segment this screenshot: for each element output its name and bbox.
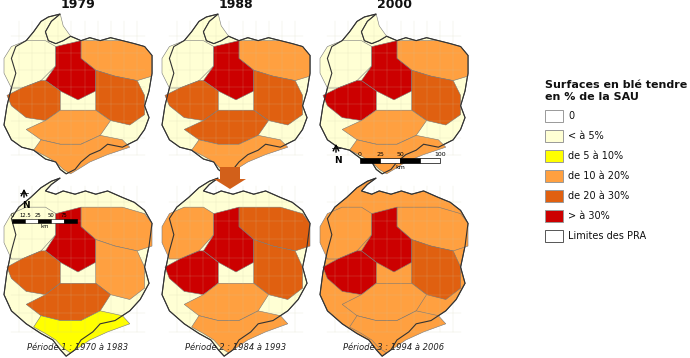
Bar bbox=[545, 110, 563, 122]
Bar bbox=[400, 158, 420, 163]
Bar bbox=[545, 170, 563, 182]
Polygon shape bbox=[362, 41, 412, 100]
Text: 0: 0 bbox=[568, 111, 574, 121]
Polygon shape bbox=[239, 207, 310, 251]
Bar bbox=[64, 219, 77, 223]
Bar bbox=[545, 150, 563, 162]
Polygon shape bbox=[342, 283, 426, 320]
Text: > à 30%: > à 30% bbox=[568, 211, 610, 221]
Polygon shape bbox=[162, 178, 310, 356]
Text: 75: 75 bbox=[61, 213, 68, 218]
Polygon shape bbox=[4, 41, 56, 88]
Text: de 10 à 20%: de 10 à 20% bbox=[568, 171, 629, 181]
Text: 25: 25 bbox=[376, 152, 384, 157]
Bar bbox=[545, 190, 563, 202]
Text: 0: 0 bbox=[10, 213, 14, 218]
Polygon shape bbox=[4, 14, 152, 174]
Polygon shape bbox=[4, 207, 56, 259]
Text: Période 1 : 1970 à 1983: Période 1 : 1970 à 1983 bbox=[28, 343, 128, 352]
Polygon shape bbox=[184, 110, 268, 144]
Polygon shape bbox=[165, 251, 218, 295]
Bar bbox=[420, 158, 440, 163]
Bar bbox=[360, 158, 380, 163]
Polygon shape bbox=[96, 70, 145, 125]
Text: 0: 0 bbox=[358, 152, 362, 157]
Polygon shape bbox=[323, 251, 376, 295]
Polygon shape bbox=[397, 207, 468, 251]
Text: 2000: 2000 bbox=[377, 0, 411, 11]
FancyArrow shape bbox=[214, 167, 246, 189]
Text: km: km bbox=[395, 165, 405, 170]
Polygon shape bbox=[46, 41, 96, 100]
Text: 50: 50 bbox=[48, 213, 55, 218]
Polygon shape bbox=[254, 70, 303, 125]
Polygon shape bbox=[204, 41, 254, 100]
Polygon shape bbox=[26, 283, 110, 320]
Bar bbox=[380, 158, 400, 163]
Text: Surfaces en blé tendre: Surfaces en blé tendre bbox=[545, 80, 687, 90]
Polygon shape bbox=[320, 207, 372, 259]
Polygon shape bbox=[46, 207, 96, 272]
Text: Période 3 : 1994 à 2006: Période 3 : 1994 à 2006 bbox=[344, 343, 444, 352]
Text: 12.5: 12.5 bbox=[19, 213, 31, 218]
Bar bbox=[545, 230, 563, 242]
Polygon shape bbox=[192, 311, 288, 353]
Text: < à 5%: < à 5% bbox=[568, 131, 604, 141]
Polygon shape bbox=[412, 70, 461, 125]
Polygon shape bbox=[350, 135, 446, 174]
Polygon shape bbox=[96, 240, 145, 300]
Polygon shape bbox=[81, 207, 152, 251]
Text: 100: 100 bbox=[434, 152, 446, 157]
Polygon shape bbox=[46, 14, 70, 44]
Polygon shape bbox=[350, 311, 446, 353]
Polygon shape bbox=[165, 81, 218, 121]
Bar bbox=[545, 210, 563, 222]
Text: 50: 50 bbox=[396, 152, 404, 157]
Polygon shape bbox=[162, 41, 214, 88]
Bar bbox=[12, 219, 25, 223]
Polygon shape bbox=[320, 41, 372, 88]
Polygon shape bbox=[239, 41, 310, 81]
Polygon shape bbox=[34, 135, 130, 174]
Polygon shape bbox=[7, 81, 60, 121]
Bar bbox=[38, 219, 51, 223]
Polygon shape bbox=[184, 283, 268, 320]
Polygon shape bbox=[320, 14, 468, 174]
Polygon shape bbox=[204, 14, 228, 44]
Text: Période 2 : 1984 à 1993: Période 2 : 1984 à 1993 bbox=[186, 343, 286, 352]
Polygon shape bbox=[204, 207, 254, 272]
Polygon shape bbox=[192, 135, 288, 174]
Text: 25: 25 bbox=[34, 213, 41, 218]
Text: en % de la SAU: en % de la SAU bbox=[545, 92, 639, 102]
Text: km: km bbox=[40, 224, 49, 229]
Polygon shape bbox=[81, 41, 152, 81]
Text: Limites des PRA: Limites des PRA bbox=[568, 231, 646, 241]
Text: de 20 à 30%: de 20 à 30% bbox=[568, 191, 629, 201]
Bar bbox=[545, 130, 563, 142]
Text: 1979: 1979 bbox=[61, 0, 95, 11]
Polygon shape bbox=[397, 41, 468, 81]
Polygon shape bbox=[4, 178, 152, 356]
Polygon shape bbox=[320, 178, 468, 356]
Text: de 5 à 10%: de 5 à 10% bbox=[568, 151, 623, 161]
Polygon shape bbox=[254, 240, 303, 300]
Bar bbox=[51, 219, 64, 223]
Polygon shape bbox=[26, 110, 110, 144]
Polygon shape bbox=[342, 110, 426, 144]
Text: N: N bbox=[334, 156, 342, 165]
Text: 1988: 1988 bbox=[219, 0, 253, 11]
Polygon shape bbox=[323, 81, 376, 121]
Polygon shape bbox=[162, 14, 310, 174]
Polygon shape bbox=[362, 14, 386, 44]
Polygon shape bbox=[7, 251, 60, 295]
Bar bbox=[25, 219, 38, 223]
Polygon shape bbox=[412, 240, 461, 300]
Polygon shape bbox=[34, 311, 130, 353]
Polygon shape bbox=[362, 207, 412, 272]
Polygon shape bbox=[162, 207, 214, 259]
Text: N: N bbox=[22, 201, 30, 210]
